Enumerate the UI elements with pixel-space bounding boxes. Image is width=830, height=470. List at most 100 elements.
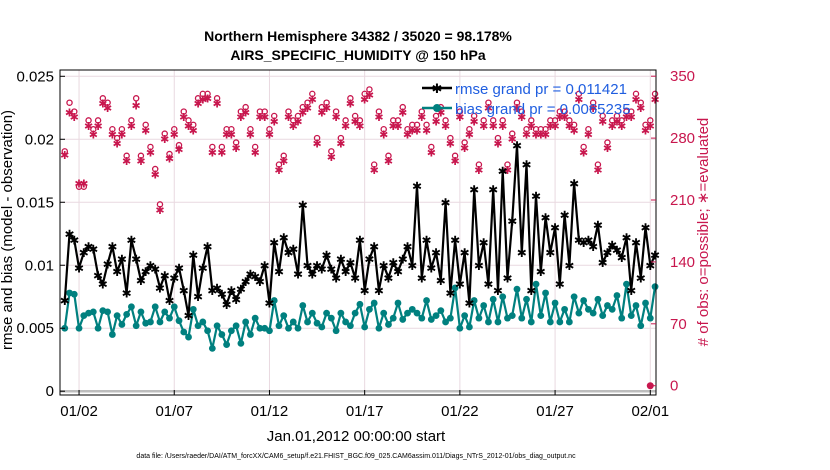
bias-point [323,309,330,317]
obs-possible-point [104,99,111,106]
bias-point [299,302,307,309]
obs-possible-point [399,103,406,111]
obs-evaluated-point: ✱ [636,102,645,115]
obs-evaluated-point: ✱ [84,120,93,133]
bias-point [89,308,97,316]
obs-possible-point [123,152,130,160]
bias-point [227,327,235,335]
bias-point [370,299,378,307]
obs-possible-point [613,112,621,120]
obs-evaluated-point: ✱ [317,107,326,120]
obs-evaluated-point: ✱ [65,107,74,120]
rmse-point: ✱ [417,271,427,285]
obs-possible-point [566,117,573,124]
obs-possible-point [166,150,173,158]
rmse-point: ✱ [183,309,193,323]
obs-possible-point [528,117,535,124]
obs-evaluated-point: ✱ [479,120,488,133]
rmse-point: ✱ [193,290,203,304]
right-tick-label: 280 [670,130,695,147]
rmse-point: ✱ [107,240,117,254]
obs-possible-point [604,139,611,146]
bias-point [475,314,483,322]
obs-evaluated-point: ✱ [284,111,293,124]
obs-possible-point [585,126,592,133]
bias-point [442,318,449,326]
obs-evaluated-point: ✱ [408,124,417,137]
obs-evaluated-point: ✱ [412,124,421,137]
rmse-point: ✱ [512,139,522,153]
obs-evaluated-point: ✱ [222,129,231,142]
bias-point [132,322,140,330]
obs-evaluated-point: ✱ [217,146,226,159]
obs-evaluated-point: ✱ [527,120,536,133]
obs-evaluated-point: ✱ [289,120,298,133]
obs-evaluated-point: ✱ [113,138,122,151]
obs-evaluated-point: ✱ [132,99,141,112]
bias-point [499,293,507,301]
bias-point [337,309,345,317]
legend: ✱ rmse grand pr = 0.011421 bias grand pr… [422,81,631,118]
x-tick-label: 01/07 [155,403,193,420]
obs-evaluated-point: ✱ [498,120,507,133]
x-tick-label: 02/01 [632,403,670,420]
plot-area [60,70,656,395]
obs-possible-point [647,117,654,124]
bias-point [599,312,607,320]
bias-point [485,318,492,326]
obs-possible-point [432,112,440,120]
rmse-point: ✱ [169,271,179,285]
right-tick-label: 350 [670,68,695,85]
obs-evaluated-point: ✱ [389,120,398,133]
obs-evaluated-point: ✱ [384,155,393,168]
rmse-point: ✱ [455,278,465,292]
rmse-point: ✱ [379,259,389,273]
bias-point [208,344,216,352]
right-axis-ticks: 0 70 140 210 280 350 [651,68,695,395]
obs-final-zero-point [646,382,654,390]
rmse-point: ✱ [260,259,270,273]
rmse-point: ✱ [645,259,655,273]
bias-point [94,324,102,332]
obs-possible-point [551,117,559,124]
rmse-point: ✱ [579,236,589,250]
rmse-point: ✱ [331,271,341,285]
obs-possible-point [213,95,221,102]
obs-possible-point [247,126,254,133]
obs-evaluated-point: ✱ [555,111,564,124]
obs-evaluated-point: ✱ [436,107,445,120]
legend-bias-label: bias grand pr = 0.0065235 [455,101,631,118]
rmse-point: ✱ [122,286,132,300]
bias-point [380,309,388,317]
obs-possible-point [413,121,421,129]
bias-point [266,327,273,335]
rmse-point: ✱ [521,158,531,172]
rmse-point: ✱ [450,234,460,248]
bias-point [646,314,654,322]
obs-evaluated-point: ✱ [336,138,345,151]
rmse-point: ✱ [612,244,622,258]
left-tick-label: 0.025 [16,68,54,85]
obs-evaluated-point: ✱ [79,177,88,190]
bias-point [351,309,359,317]
obs-evaluated-point: ✱ [465,129,474,142]
bias-point [285,324,292,332]
obs-evaluated-point: ✱ [184,120,193,133]
rmse-point: ✱ [255,275,265,289]
obs-evaluated-point: ✱ [208,146,217,159]
obs-possible-point [275,161,283,168]
bias-point [332,327,340,335]
rmse-point: ✱ [222,298,232,312]
obs-possible-point [109,126,116,133]
obs-possible-point [608,117,616,124]
bias-point [394,299,402,307]
obs-possible-point [290,117,297,124]
obs-evaluated-point: ✱ [193,98,202,111]
obs-possible-point [470,112,478,120]
rmse-point: ✱ [336,252,346,266]
obs-possible-point [328,148,335,155]
obs-evaluated-point: ✱ [650,93,659,106]
rmse-point: ✱ [269,236,279,250]
obs-evaluated-point: ✱ [198,93,207,106]
rmse-point: ✱ [84,240,94,254]
